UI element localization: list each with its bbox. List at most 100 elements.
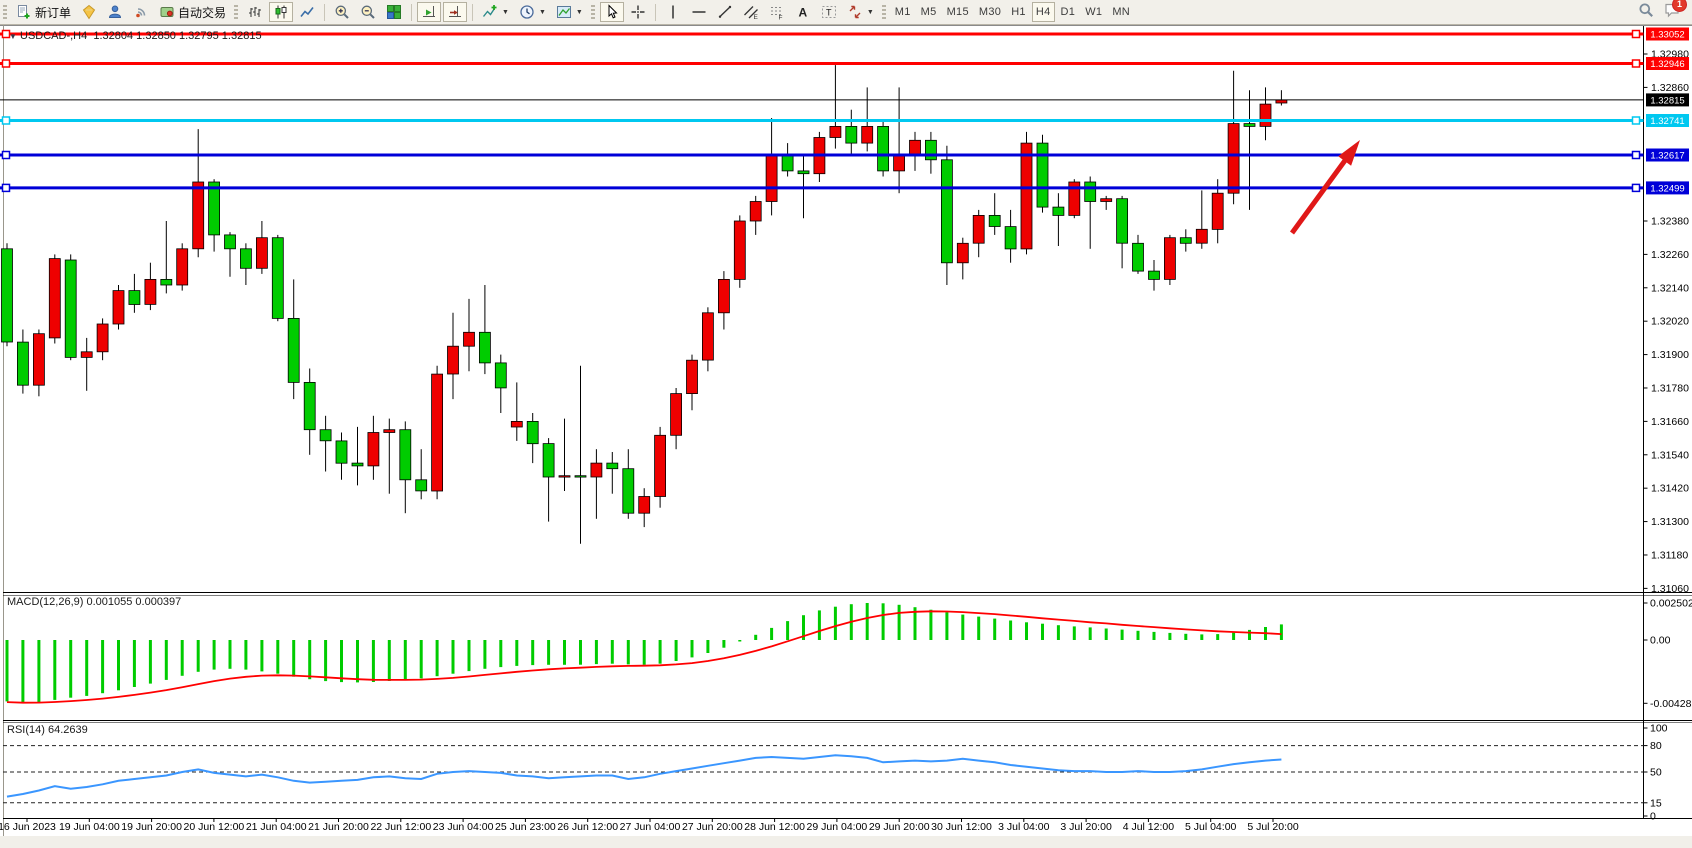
tf-m15-label: M15	[946, 6, 969, 18]
horizontal-line-1.32499[interactable]	[0, 183, 1644, 193]
svg-text:5 Jul 04:00: 5 Jul 04:00	[1185, 821, 1237, 833]
new-order-button[interactable]: 新订单	[12, 2, 75, 22]
community-icon	[107, 4, 123, 20]
market-icon	[81, 4, 97, 20]
toolbar-right: 1	[1638, 0, 1692, 23]
channel-icon: E	[743, 4, 759, 20]
trend-arrow-annotation[interactable]	[1289, 140, 1360, 235]
tf-h1[interactable]: H1	[1007, 2, 1030, 22]
toolbar: 新订单 自动交易 ▼ ▼ ▼ E F A T ▼ M1 M5 M15 M30 H1 H4 D1 W1 MN 1	[0, 0, 1692, 25]
zoom-out-button[interactable]	[356, 2, 380, 22]
svg-text:16 Jun 2023: 16 Jun 2023	[0, 821, 56, 833]
svg-text:1.31540: 1.31540	[1651, 449, 1689, 461]
tf-mn[interactable]: MN	[1108, 2, 1134, 22]
toolbar-group	[329, 0, 407, 24]
market-button[interactable]	[77, 2, 101, 22]
tf-h1-label: H1	[1011, 6, 1026, 18]
clock-icon	[519, 4, 535, 20]
tf-w1[interactable]: W1	[1081, 2, 1106, 22]
bar-chart-button[interactable]	[243, 2, 267, 22]
community-button[interactable]	[103, 2, 127, 22]
horizontal-line-1.32617[interactable]	[0, 150, 1644, 160]
vertical-line-button[interactable]	[661, 2, 685, 22]
trendline-button[interactable]	[713, 2, 737, 22]
toolbar-group	[599, 0, 651, 24]
tf-m5[interactable]: M5	[917, 2, 941, 22]
crosshair-button[interactable]	[626, 2, 650, 22]
text-label-icon: T	[821, 4, 837, 20]
svg-text:T: T	[826, 8, 832, 18]
zoom-in-button[interactable]	[330, 2, 354, 22]
cursor-icon	[604, 4, 620, 20]
equidistant-channel-button[interactable]: E	[739, 2, 763, 22]
price-badge-1.32946: 1.32946	[1646, 57, 1689, 70]
auto-trading-button[interactable]: 自动交易	[155, 2, 230, 22]
tf-d1[interactable]: D1	[1057, 2, 1080, 22]
toolbar-drag-handle	[590, 4, 595, 20]
macd-histogram	[5, 603, 1283, 704]
hline-icon	[691, 4, 707, 20]
template-icon	[556, 4, 572, 20]
svg-text:1.31060: 1.31060	[1651, 583, 1689, 595]
macd-indicator-label: MACD(12,26,9) 0.001055 0.000397	[7, 596, 182, 608]
horizontal-line-1.32946[interactable]	[0, 59, 1644, 68]
new-order-icon	[16, 4, 32, 20]
search-button[interactable]	[1638, 2, 1654, 23]
chat-button[interactable]: 1	[1664, 0, 1687, 23]
svg-text:0.002502: 0.002502	[1650, 598, 1692, 610]
svg-text:E: E	[753, 14, 758, 20]
svg-text:1.32946: 1.32946	[1650, 59, 1684, 70]
indicators-button[interactable]: ▼	[478, 2, 513, 22]
chart-shift-icon	[447, 4, 463, 20]
svg-text:19 Jun 04:00: 19 Jun 04:00	[59, 821, 120, 833]
line-chart-button[interactable]	[295, 2, 319, 22]
svg-text:25 Jun 23:00: 25 Jun 23:00	[495, 821, 556, 833]
horizontal-line-1.33052[interactable]	[0, 29, 1644, 39]
notification-badge: 1	[1672, 0, 1687, 12]
signals-icon	[133, 4, 149, 20]
periods-button[interactable]: ▼	[515, 2, 550, 22]
svg-text:1.32860: 1.32860	[1651, 82, 1689, 94]
toolbar-separator	[411, 3, 413, 21]
svg-text:1.32499: 1.32499	[1650, 183, 1684, 194]
horizontal-line-button[interactable]	[687, 2, 711, 22]
signals-button[interactable]	[129, 2, 153, 22]
tf-m1-label: M1	[894, 6, 911, 18]
candlestick-icon	[273, 4, 289, 20]
new-order-button-label: 新订单	[35, 5, 72, 20]
svg-text:23 Jun 04:00: 23 Jun 04:00	[433, 821, 494, 833]
tile-windows-button[interactable]	[382, 2, 406, 22]
fibonacci-button[interactable]: F	[765, 2, 789, 22]
indicators-icon	[482, 4, 498, 20]
tf-m15[interactable]: M15	[943, 2, 973, 22]
svg-text:1.32380: 1.32380	[1651, 216, 1689, 228]
svg-text:1.32260: 1.32260	[1651, 249, 1689, 261]
svg-text:1.31180: 1.31180	[1651, 550, 1688, 562]
cursor-button[interactable]	[599, 2, 624, 22]
line-chart-icon	[299, 4, 315, 20]
price-badge-1.33052: 1.33052	[1646, 27, 1689, 41]
tf-m30[interactable]: M30	[975, 2, 1005, 22]
chevron-down-icon: ▼	[502, 8, 509, 16]
svg-text:80: 80	[1650, 740, 1662, 752]
templates-button[interactable]: ▼	[552, 2, 587, 22]
text-icon: A	[795, 4, 811, 20]
bar-chart-icon	[247, 4, 263, 20]
arrows-button[interactable]: ▼	[843, 2, 878, 22]
toolbar-group: 自动交易	[76, 0, 231, 24]
text-label-button[interactable]: T	[817, 2, 841, 22]
auto-scroll-button[interactable]	[417, 2, 442, 22]
svg-text:1.32140: 1.32140	[1651, 282, 1689, 294]
text-button[interactable]: A	[791, 2, 815, 22]
tf-m1[interactable]: M1	[891, 2, 915, 22]
svg-text:3 Jul 04:00: 3 Jul 04:00	[998, 821, 1050, 833]
candlestick-chart-button[interactable]	[269, 2, 294, 22]
price-badge-1.32499: 1.32499	[1646, 181, 1689, 195]
chart-shift-button[interactable]	[443, 2, 468, 22]
horizontal-line-1.32741[interactable]	[0, 116, 1644, 125]
toolbar-group: 新订单	[11, 0, 76, 24]
svg-text:100: 100	[1650, 723, 1668, 735]
tf-h4[interactable]: H4	[1031, 2, 1055, 22]
svg-text:27 Jun 20:00: 27 Jun 20:00	[682, 821, 743, 833]
